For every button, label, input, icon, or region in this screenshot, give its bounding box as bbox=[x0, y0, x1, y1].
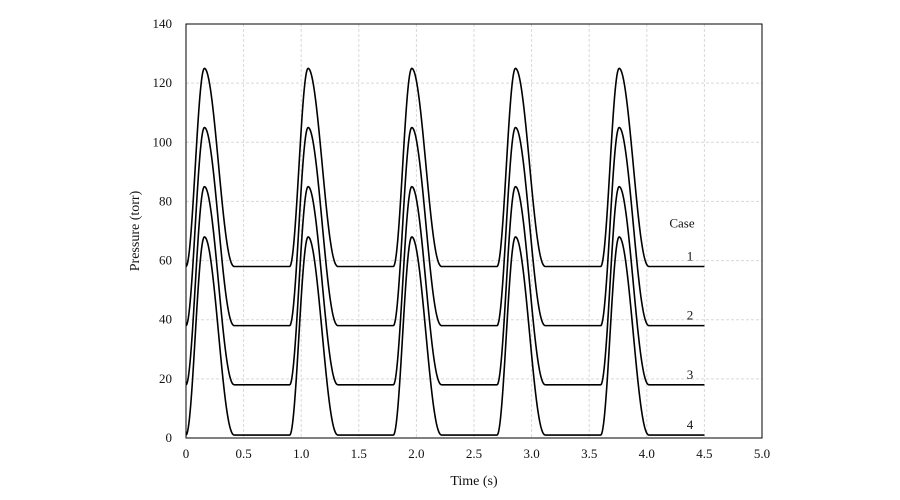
y-tick-label: 40 bbox=[159, 312, 172, 327]
x-tick-label: 0.5 bbox=[235, 446, 251, 461]
x-tick-label: 0 bbox=[183, 446, 190, 461]
series-line-case-3 bbox=[185, 185, 705, 386]
x-tick-label: 4.5 bbox=[696, 446, 712, 461]
case-label-4: 4 bbox=[687, 417, 694, 432]
y-tick-label: 100 bbox=[153, 134, 173, 149]
y-tick-label: 140 bbox=[153, 16, 173, 31]
x-tick-label: 3.5 bbox=[581, 446, 597, 461]
case-label-3: 3 bbox=[687, 367, 694, 382]
series-line-case-4 bbox=[185, 236, 705, 436]
y-tick-label: 20 bbox=[159, 371, 172, 386]
x-tick-label: 4.0 bbox=[639, 446, 655, 461]
x-tick-label: 1.0 bbox=[293, 446, 309, 461]
y-tick-label: 0 bbox=[166, 430, 173, 445]
x-tick-label: 2.0 bbox=[408, 446, 424, 461]
x-tick-label: 3.0 bbox=[523, 446, 539, 461]
plot-frame bbox=[185, 23, 763, 439]
x-tick-labels: 0 0.5 1.0 1.5 2.0 2.5 3.0 3.5 4.0 4.5 5.0 bbox=[183, 446, 770, 461]
x-tick-label: 5.0 bbox=[754, 446, 770, 461]
case-labels: 1 2 3 4 bbox=[687, 248, 694, 432]
x-axis-title: Time (s) bbox=[450, 474, 498, 489]
series-line-case-2 bbox=[185, 126, 705, 327]
y-tick-label: 120 bbox=[153, 75, 173, 90]
legend-title: Case bbox=[669, 215, 695, 230]
series-line-case-1 bbox=[185, 67, 705, 268]
grid bbox=[186, 24, 762, 438]
x-tick-label: 1.5 bbox=[351, 446, 367, 461]
series-lines bbox=[185, 67, 705, 436]
y-tick-label: 60 bbox=[159, 253, 172, 268]
case-label-2: 2 bbox=[687, 308, 694, 323]
case-label-1: 1 bbox=[687, 248, 694, 263]
y-tick-labels: 0 20 40 60 80 100 120 140 bbox=[153, 16, 173, 445]
x-tick-label: 2.5 bbox=[466, 446, 482, 461]
y-tick-label: 80 bbox=[159, 193, 172, 208]
y-axis-title: Pressure (torr) bbox=[128, 190, 143, 271]
